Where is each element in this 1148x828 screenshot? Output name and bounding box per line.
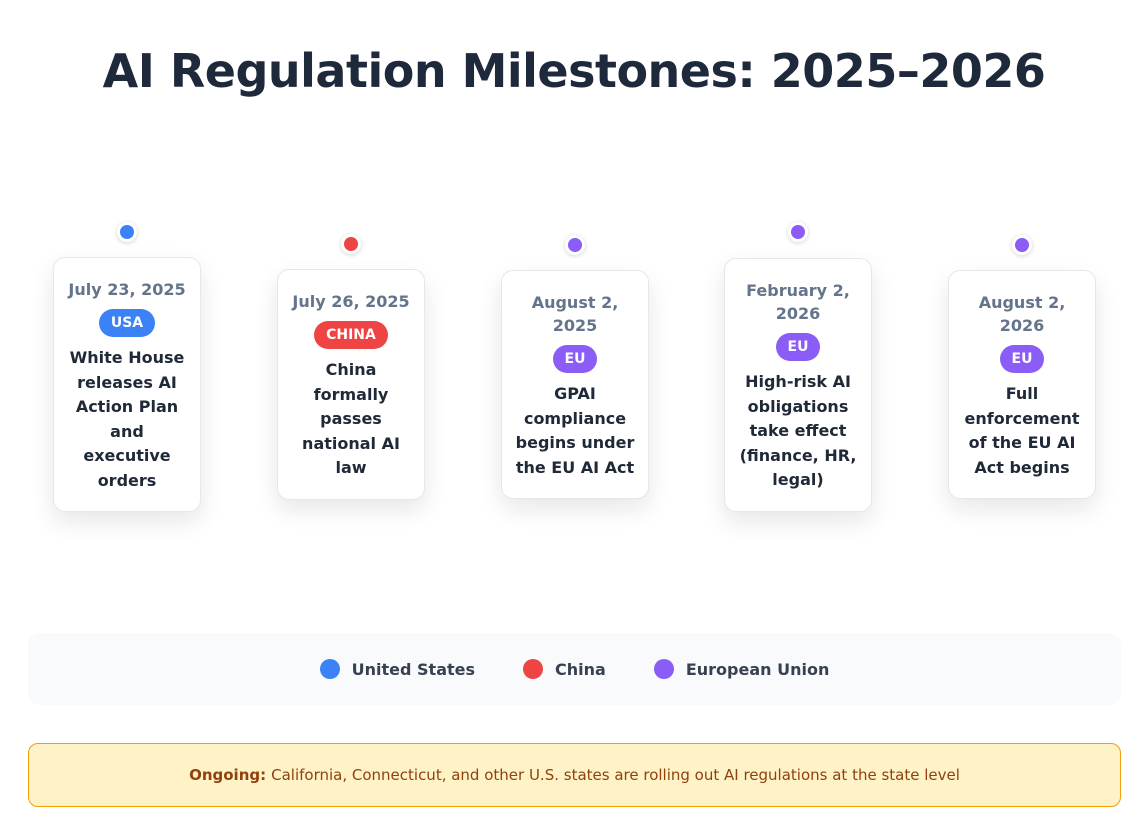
milestone-description: GPAI compliance begins under the EU AI A…: [515, 384, 635, 477]
region-badge-usa: USA: [98, 309, 156, 337]
region-badge-eu: EU: [775, 333, 821, 361]
timeline: July 23, 2025 USA White House releases A…: [53, 222, 1096, 512]
legend-swatch-icon: [319, 659, 340, 679]
milestone-card: February 2, 2026 EU High-risk AI obligat…: [724, 258, 872, 512]
note-text: California, Connecticut, and other U.S. …: [271, 766, 960, 784]
milestone-date: July 23, 2025: [68, 280, 186, 299]
china-marker-dot: [341, 234, 361, 254]
milestone-date: August 2, 2026: [978, 293, 1066, 335]
note-label: Ongoing:: [189, 766, 267, 784]
eu-marker-dot: [1012, 235, 1032, 255]
eu-marker-dot: [565, 235, 585, 255]
legend-swatch-icon: [653, 659, 674, 679]
legend-label: European Union: [685, 659, 830, 679]
milestone-date: July 26, 2025: [292, 292, 410, 311]
milestone-description: Full enforcement of the EU AI Act begins: [964, 384, 1080, 477]
milestone-card: July 26, 2025 CHINA China formally passe…: [277, 269, 425, 500]
usa-marker-dot: [117, 222, 137, 242]
milestone-card: August 2, 2025 EU GPAI compliance begins…: [501, 270, 649, 499]
legend-label: United States: [351, 659, 476, 679]
legend-label: China: [555, 659, 606, 679]
milestone-date: February 2, 2026: [746, 281, 850, 323]
page-title: AI Regulation Milestones: 2025–2026: [102, 44, 1046, 98]
legend-item-usa: United States: [319, 659, 476, 679]
ongoing-note: Ongoing: California, Connecticut, and ot…: [28, 743, 1121, 807]
legend-item-china: China: [523, 659, 606, 679]
legend: United States China European Union: [28, 633, 1121, 705]
milestone-date: August 2, 2025: [531, 293, 619, 335]
milestone-card: August 2, 2026 EU Full enforcement of th…: [948, 270, 1096, 499]
milestone-card: July 23, 2025 USA White House releases A…: [53, 257, 201, 512]
milestone-description: China formally passes national AI law: [302, 360, 400, 477]
eu-marker-dot: [788, 222, 808, 242]
legend-item-eu: European Union: [653, 659, 830, 679]
milestone-description: High-risk AI obligations take effect (fi…: [739, 372, 857, 489]
legend-swatch-icon: [523, 659, 544, 679]
region-badge-eu: EU: [552, 345, 598, 373]
region-badge-eu: EU: [999, 345, 1045, 373]
milestone-description: White House releases AI Action Plan and …: [69, 348, 185, 490]
region-badge-china: CHINA: [314, 321, 388, 349]
